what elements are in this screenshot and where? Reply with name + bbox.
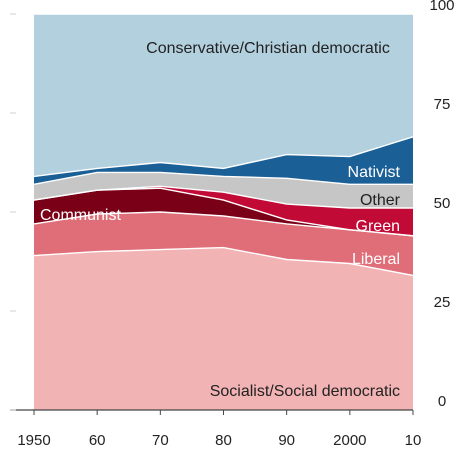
boundary-other (33, 171, 413, 185)
y-tick-label: 50 (434, 195, 451, 212)
area-boundaries (33, 13, 414, 277)
y-axis: 0 25 50 75 100 (10, 0, 455, 411)
y-tick-label: 0 (438, 393, 446, 410)
x-tick-label: 1950 (17, 432, 50, 449)
label-green: Green (356, 218, 400, 235)
boundary-socialist-social-democratic (33, 246, 414, 277)
x-tick-label: 60 (89, 432, 106, 449)
area-socialist-social-democratic (34, 247, 413, 410)
y-tick-label: 100 (429, 0, 454, 14)
boundary-nativist (33, 136, 414, 178)
x-tick-label: 2000 (333, 432, 366, 449)
y-tick-label: 25 (434, 294, 451, 311)
x-tick-label: 10 (405, 432, 422, 449)
label-conservative: Conservative/Christian democratic (146, 40, 390, 57)
y-tick-label: 75 (434, 96, 451, 113)
area-other (34, 172, 413, 208)
x-tick-label: 70 (152, 432, 169, 449)
area-green (34, 186, 413, 236)
x-tick-label: 80 (215, 432, 232, 449)
x-tick-label: 90 (278, 432, 295, 449)
label-other: Other (360, 192, 401, 209)
label-communist: Communist (40, 207, 121, 224)
area-communist (34, 188, 413, 236)
label-socialist: Socialist/Social democratic (210, 383, 400, 400)
area-conservative-christian-democratic (34, 14, 413, 177)
area-liberal (34, 212, 413, 276)
label-nativist: Nativist (348, 164, 401, 181)
label-liberal: Liberal (352, 251, 400, 268)
x-axis: 1950 60 70 80 90 2000 10 (17, 410, 421, 449)
area-layers (34, 14, 413, 410)
area-nativist (34, 136, 413, 185)
boundary-green (33, 185, 413, 209)
